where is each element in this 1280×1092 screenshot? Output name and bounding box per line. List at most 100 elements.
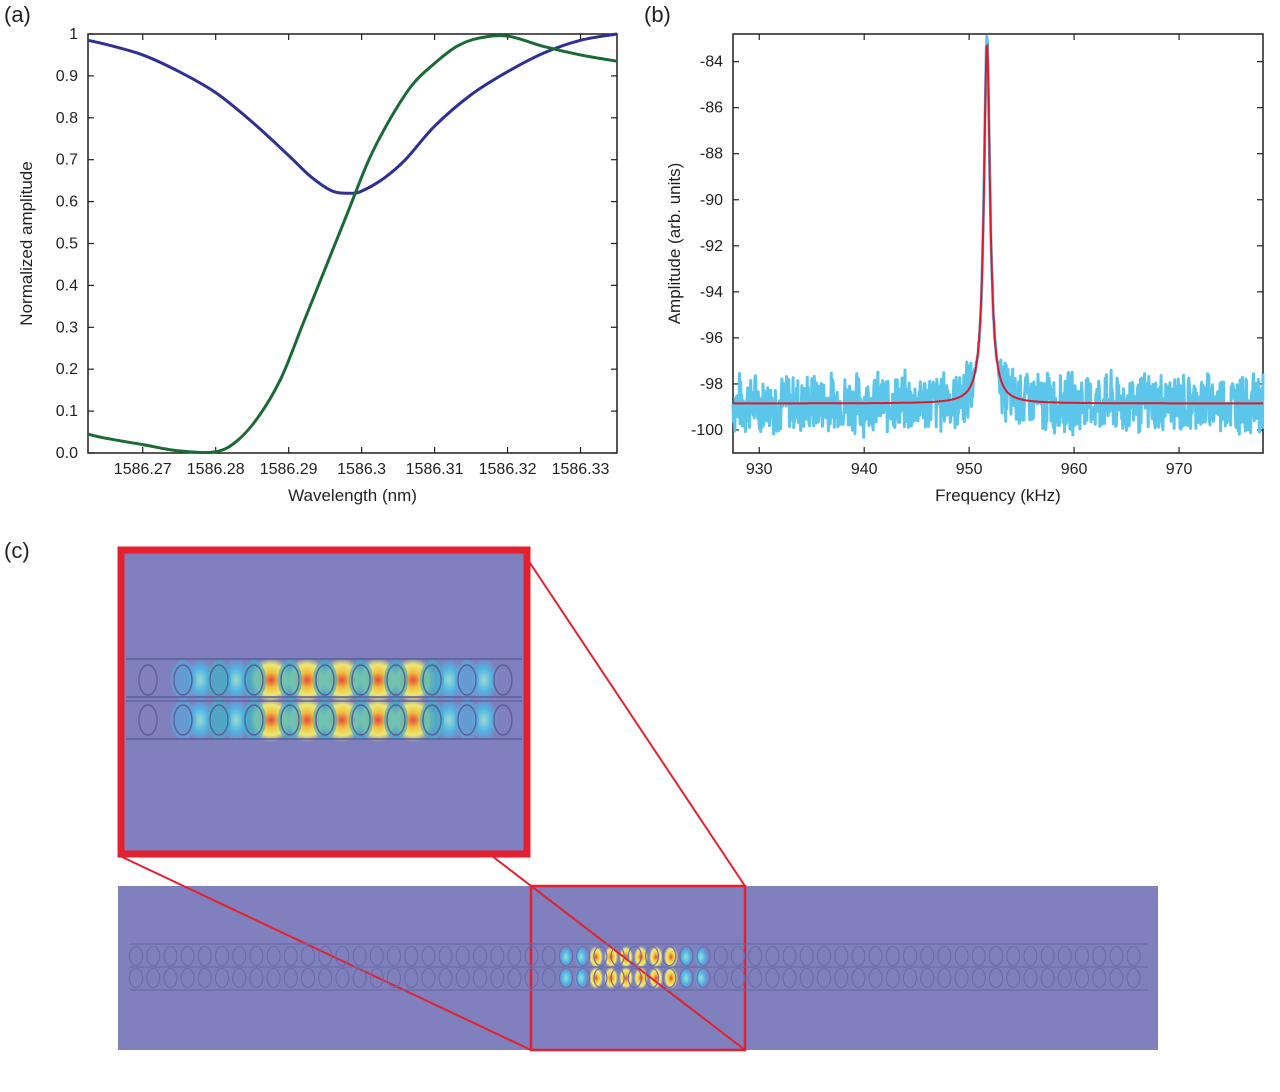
y-tick-label: -100: [691, 422, 723, 439]
air-hole: [971, 945, 986, 967]
air-hole: [885, 945, 900, 967]
air-hole: [851, 967, 866, 989]
air-hole: [799, 967, 814, 989]
field-lobe: [694, 967, 708, 989]
y-tick-label: 0.7: [56, 152, 78, 169]
field-lobe: [589, 967, 603, 989]
air-hole: [283, 945, 298, 967]
air-hole: [318, 945, 333, 967]
air-hole: [816, 967, 832, 989]
chart-a: 1586.27 1586.28 1586.29 1586.3 1586.31 1586.3…: [17, 26, 618, 505]
air-hole: [455, 945, 470, 967]
air-hole: [386, 967, 402, 989]
air-hole: [1109, 945, 1124, 967]
air-hole: [954, 967, 969, 989]
air-hole: [128, 945, 144, 967]
air-hole: [799, 945, 814, 967]
panel-label-b: (b): [644, 2, 671, 27]
air-hole: [713, 945, 728, 967]
air-hole: [1109, 967, 1124, 989]
air-hole: [902, 945, 918, 967]
y-tick-label: -96: [700, 330, 723, 347]
air-hole: [280, 664, 300, 696]
air-hole: [988, 945, 1004, 967]
y-tick-label: -86: [700, 100, 723, 117]
air-hole: [404, 967, 419, 989]
y-tick-label: -98: [700, 376, 723, 393]
air-hole: [851, 945, 866, 967]
x-tick-label: 1586.31: [406, 461, 464, 478]
series-blue-line: [87, 32, 618, 195]
air-hole: [352, 967, 367, 989]
air-hole: [1006, 967, 1021, 989]
air-hole: [644, 967, 660, 989]
x-tick-label: 950: [956, 461, 983, 478]
x-tick-label: 960: [1061, 461, 1088, 478]
zoom-connector: [119, 855, 532, 1051]
air-hole: [1023, 945, 1038, 967]
air-hole: [493, 664, 513, 696]
field-lobe: [649, 946, 663, 968]
air-hole: [421, 967, 436, 989]
y-tick-label: -92: [700, 238, 723, 255]
air-hole: [834, 967, 849, 989]
air-hole: [209, 664, 229, 696]
air-hole: [146, 967, 161, 989]
air-hole: [422, 664, 442, 696]
air-hole: [748, 967, 763, 989]
air-hole: [163, 967, 178, 989]
air-hole: [558, 945, 574, 967]
y-tick-label: 0.1: [56, 403, 78, 420]
air-hole: [696, 967, 711, 989]
field-lobe: [574, 967, 588, 989]
air-hole: [593, 945, 608, 967]
air-hole: [386, 704, 406, 736]
air-hole: [438, 945, 453, 967]
air-hole: [472, 967, 488, 989]
air-hole: [300, 945, 316, 967]
x-tick-label: 930: [746, 461, 773, 478]
air-hole: [507, 967, 522, 989]
air-hole: [868, 967, 883, 989]
air-hole: [988, 967, 1004, 989]
air-hole: [280, 704, 300, 736]
air-hole: [493, 704, 513, 736]
air-hole: [386, 664, 406, 696]
air-hole: [679, 967, 694, 989]
air-hole: [730, 967, 746, 989]
air-hole: [315, 664, 335, 696]
air-hole: [541, 945, 556, 967]
y-tick-label: -94: [700, 284, 723, 301]
air-hole: [244, 704, 264, 736]
air-hole: [816, 945, 832, 967]
field-lobe: [559, 967, 573, 989]
field-lobe: [589, 946, 603, 968]
x-axis-label: Wavelength (nm): [288, 486, 417, 505]
air-hole: [352, 945, 367, 967]
air-hole: [1057, 967, 1072, 989]
y-axis-label: Normalized amplitude: [17, 161, 36, 325]
air-hole: [1040, 945, 1055, 967]
air-hole: [679, 945, 694, 967]
x-tick-label: 1586.28: [187, 461, 245, 478]
air-hole: [490, 945, 505, 967]
air-hole: [730, 945, 746, 967]
series-measured-line: [731, 35, 1265, 439]
air-hole: [593, 967, 608, 989]
series-green-line: [87, 34, 618, 455]
air-hole: [335, 967, 350, 989]
x-tick-label: 1586.29: [260, 461, 318, 478]
y-tick-label: 0.4: [56, 277, 78, 294]
air-hole: [868, 945, 883, 967]
y-axis-label: Amplitude (arb. units): [665, 163, 684, 325]
air-hole: [318, 967, 333, 989]
air-hole: [244, 664, 264, 696]
panel-label-a: (a): [4, 2, 31, 27]
air-hole: [765, 945, 780, 967]
air-hole: [902, 967, 918, 989]
x-tick-label: 940: [851, 461, 878, 478]
y-tick-label: 0.8: [56, 110, 78, 127]
air-hole: [748, 945, 763, 967]
air-hole: [173, 704, 193, 736]
air-hole: [662, 945, 677, 967]
